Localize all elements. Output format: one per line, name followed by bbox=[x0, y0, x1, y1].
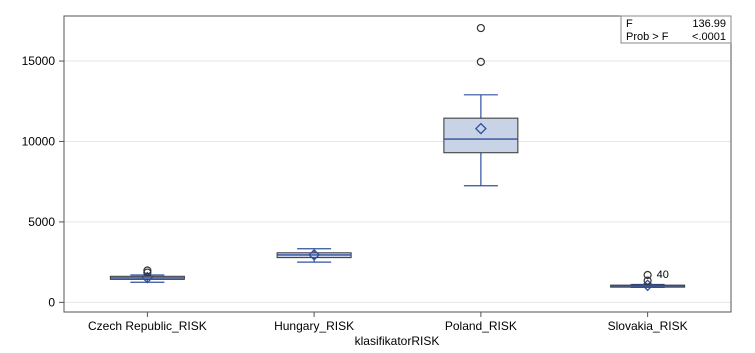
stats-f-label: F bbox=[626, 18, 633, 30]
x-tick-label: Poland_RISK bbox=[445, 319, 517, 333]
stats-box-frame bbox=[620, 15, 732, 44]
x-axis: Czech Republic_RISK Hungary_RISK Poland_RI… bbox=[88, 312, 688, 333]
mean-marker bbox=[474, 122, 487, 135]
grid bbox=[64, 60, 731, 303]
y-axis: 0 5000 10000 15000 bbox=[22, 54, 64, 309]
x-tick-label: Hungary_RISK bbox=[274, 319, 354, 333]
box-group bbox=[109, 266, 185, 284]
stats-box: F 136.99 Prob > F <.0001 bbox=[620, 15, 732, 44]
outlier-point bbox=[143, 266, 152, 275]
box-group bbox=[610, 270, 686, 292]
y-tick-label: 5000 bbox=[28, 215, 55, 229]
plot-frame bbox=[63, 15, 732, 313]
stats-f-value: 136.99 bbox=[692, 18, 726, 30]
y-tick-label: 15000 bbox=[22, 54, 56, 68]
outlier-point bbox=[643, 270, 652, 280]
stats-prob-value: <.0001 bbox=[692, 31, 726, 43]
box-group bbox=[276, 248, 352, 263]
x-tick-label: Slovakia_RISK bbox=[608, 319, 688, 333]
y-tick-label: 0 bbox=[48, 295, 55, 309]
y-tick-label: 10000 bbox=[22, 134, 56, 148]
outlier-point bbox=[643, 276, 652, 285]
outlier-annotation: 40 bbox=[657, 269, 669, 281]
stats-prob-label: Prob > F bbox=[626, 31, 669, 43]
boxes: 40 bbox=[109, 23, 686, 292]
mean-marker bbox=[308, 248, 321, 261]
box-group bbox=[443, 23, 519, 187]
mean-marker bbox=[641, 279, 654, 292]
x-axis-label: klasifikatorRISK bbox=[355, 334, 440, 348]
x-tick-label: Czech Republic_RISK bbox=[88, 319, 207, 333]
outlier-point bbox=[476, 23, 485, 33]
mean-marker bbox=[141, 271, 154, 284]
outlier-point bbox=[476, 57, 485, 66]
